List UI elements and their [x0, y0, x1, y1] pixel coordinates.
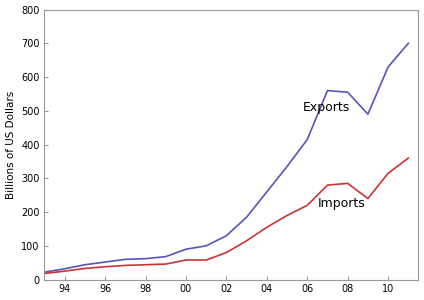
Text: Exports: Exports [303, 101, 351, 114]
Y-axis label: Billions of US Dollars: Billions of US Dollars [6, 90, 16, 199]
Text: Imports: Imports [318, 197, 365, 210]
